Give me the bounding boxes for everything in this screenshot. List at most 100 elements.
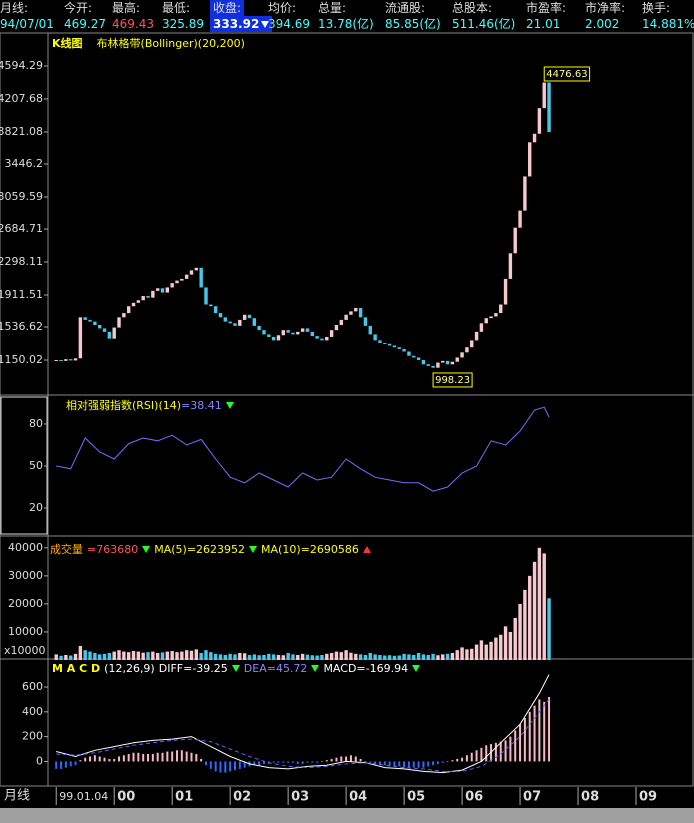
panel-subtitle: 布林格带(Bollinger)(20,200) (96, 37, 245, 50)
macd-bar (214, 761, 217, 772)
macd-bar (277, 761, 280, 763)
candle (494, 313, 498, 317)
arrow (261, 21, 270, 28)
candle (59, 360, 63, 362)
macd-bar (113, 758, 116, 762)
macd-bar (412, 761, 415, 768)
candle (146, 295, 150, 298)
panel-title: M A C D (52, 662, 101, 675)
rsi-line (56, 406, 550, 492)
volume-bar (146, 652, 150, 660)
candle (117, 317, 121, 328)
candle (344, 314, 348, 320)
volume-bar (339, 652, 343, 660)
macd-bar (533, 705, 536, 762)
macd-bar (209, 761, 212, 769)
y-tick-label: 200 (22, 730, 43, 743)
candle (184, 274, 189, 279)
candle (276, 335, 281, 341)
candle (387, 343, 392, 346)
volume-bar (300, 653, 305, 660)
macd-bar (185, 751, 188, 762)
header-label: 收盘: (210, 0, 245, 16)
volume-bar (402, 653, 406, 660)
volume-bar (271, 654, 276, 660)
header-value: 469.27 (64, 17, 106, 31)
macd-bar (465, 755, 468, 762)
x-tick-label: 04 (349, 790, 367, 805)
volume-bar (117, 650, 121, 660)
readout: DEA=45.72 (243, 662, 308, 675)
volume-bar (513, 617, 517, 660)
y-tick-label: 50 (29, 459, 43, 472)
candle (358, 307, 363, 318)
y-tick-label: 20 (29, 501, 43, 514)
candle (199, 267, 203, 288)
macd-bar (504, 740, 507, 762)
macd-bar (388, 761, 391, 767)
candle (296, 331, 300, 335)
volume-bar (286, 652, 290, 660)
macd-bar (543, 701, 546, 762)
candle (107, 331, 112, 339)
candle (204, 287, 208, 305)
y-tick-label: 10000 (8, 625, 43, 638)
readout: MACD=-169.94 (323, 662, 409, 675)
scrollbar[interactable] (0, 808, 694, 823)
macd-bar (301, 761, 304, 764)
candle (334, 325, 339, 331)
arrow (231, 665, 240, 672)
macd-bar (161, 752, 164, 762)
candle (412, 355, 416, 358)
volume-bar (64, 654, 68, 660)
annotation-box (432, 372, 473, 388)
header-value: 2.002 (585, 17, 620, 31)
x-tick-label: 00 (117, 790, 135, 805)
macd-bar (378, 761, 381, 766)
candle (441, 360, 445, 363)
volume-bar (537, 547, 542, 660)
volume-bar (460, 647, 464, 660)
x-tick-label: 08 (581, 790, 599, 805)
x-tick-label: 07 (523, 790, 541, 805)
macd-bar (354, 756, 357, 762)
y-tick-label: 4207.68 (0, 92, 43, 105)
candle (421, 360, 426, 365)
candle (547, 82, 551, 133)
candle (300, 328, 305, 332)
macd-bar (316, 761, 319, 763)
candle (281, 330, 286, 336)
volume-bar (358, 654, 363, 660)
header-label: 市净率: (585, 1, 626, 15)
volume-bar (276, 654, 281, 660)
header-value: 85.85(亿) (385, 17, 441, 31)
y-tick-label: 1536.62 (0, 320, 43, 333)
header-value: 94/07/01 (0, 17, 54, 31)
volume-bar (344, 650, 348, 660)
volume-bar (267, 653, 271, 660)
macd-line (56, 699, 550, 772)
volume-bar (484, 644, 488, 660)
x-tick-label: 06 (465, 790, 483, 805)
candle (474, 331, 479, 341)
volume-bar (78, 645, 83, 660)
candle (402, 348, 406, 352)
volume-bar (426, 654, 430, 660)
volume-bar (281, 655, 286, 660)
volume-bar (257, 655, 261, 660)
y-tick-label: 30000 (8, 569, 43, 582)
candle (54, 360, 58, 362)
macd-bar (55, 761, 58, 769)
macd-bar (272, 761, 275, 763)
volume-bar (151, 651, 155, 660)
volume-bar (450, 652, 455, 660)
readout: MA(10)=2690586 (261, 542, 359, 556)
candle (267, 334, 271, 337)
candle (373, 334, 377, 341)
volume-bar (445, 653, 450, 660)
candle (78, 317, 83, 359)
macd-bar (519, 724, 522, 762)
macd-line (56, 674, 550, 774)
